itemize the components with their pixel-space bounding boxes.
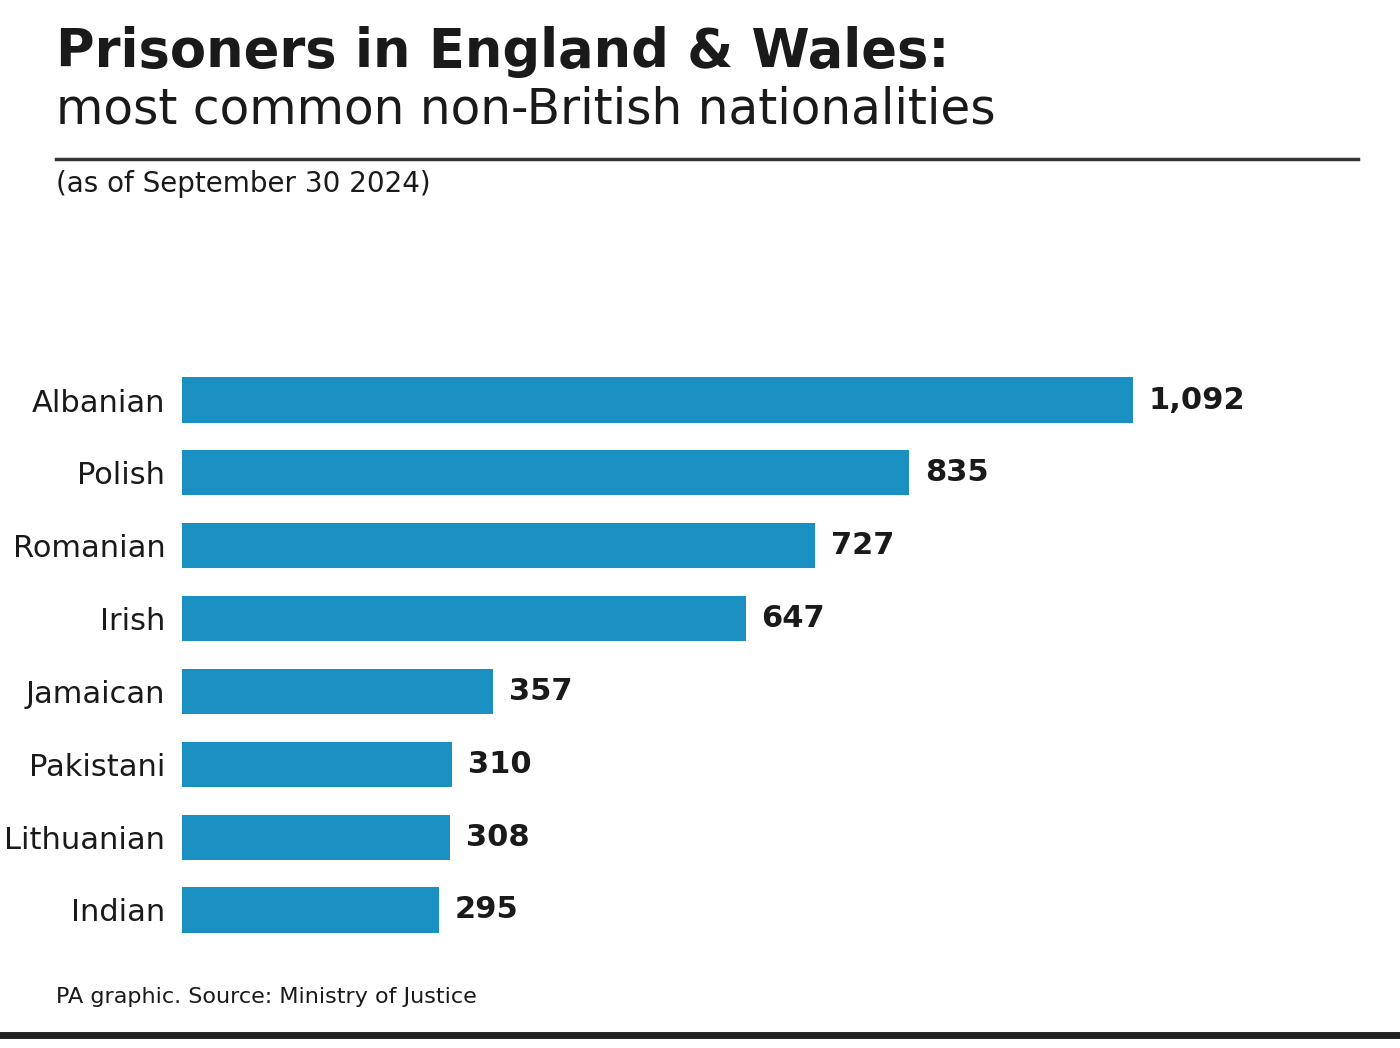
Text: 835: 835 [925,458,988,487]
Text: PA graphic. Source: Ministry of Justice: PA graphic. Source: Ministry of Justice [56,987,477,1007]
Bar [182,377,1133,422]
Text: 727: 727 [832,531,895,561]
Bar [182,596,746,641]
Bar [182,669,493,714]
Bar [182,814,451,859]
Text: most common non-British nationalities: most common non-British nationalities [56,86,995,134]
Bar [182,451,910,496]
Bar [182,742,452,787]
Bar [182,888,440,933]
Text: 310: 310 [468,749,532,779]
Text: 308: 308 [466,823,529,852]
Text: 647: 647 [762,604,825,633]
Text: (as of September 30 2024): (as of September 30 2024) [56,170,431,198]
Text: 1,092: 1,092 [1149,386,1246,415]
Bar [182,523,815,568]
Text: 357: 357 [508,677,573,706]
Text: 295: 295 [455,895,518,924]
Text: Prisoners in England & Wales:: Prisoners in England & Wales: [56,26,949,79]
